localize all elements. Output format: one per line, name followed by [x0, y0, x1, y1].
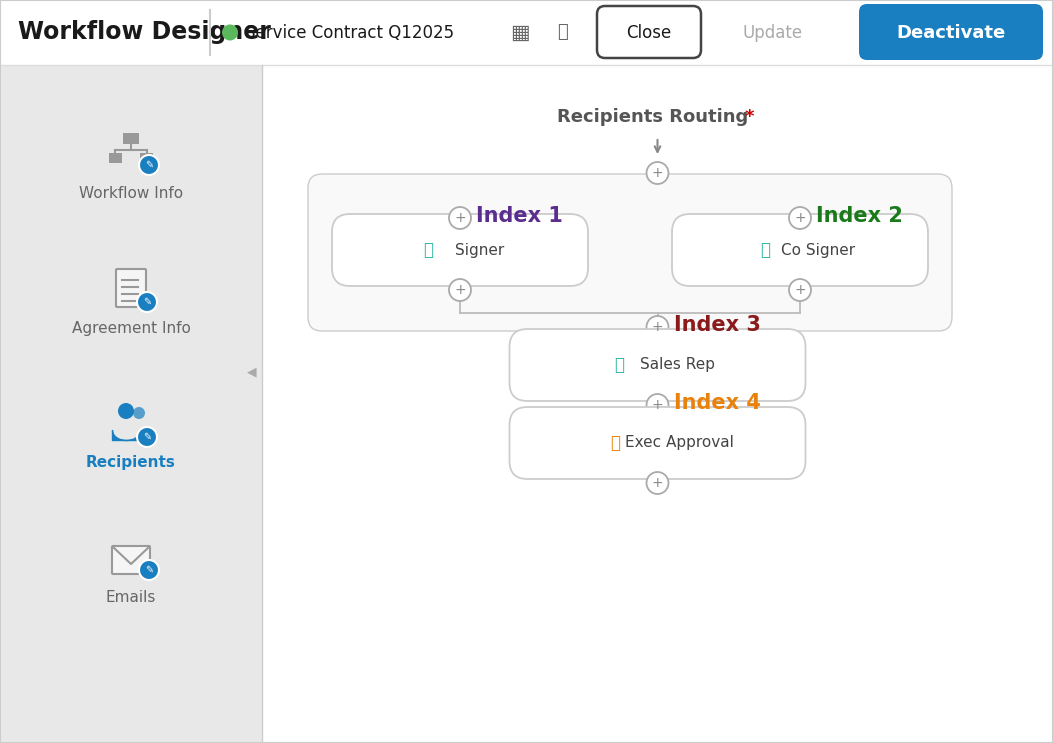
Text: ✎: ✎ — [145, 565, 153, 575]
Circle shape — [449, 279, 471, 301]
FancyBboxPatch shape — [116, 269, 146, 307]
Text: ✎: ✎ — [145, 160, 153, 170]
Text: +: + — [652, 320, 663, 334]
FancyBboxPatch shape — [262, 65, 1053, 743]
FancyBboxPatch shape — [672, 214, 928, 286]
Text: Co Signer: Co Signer — [781, 242, 855, 258]
FancyBboxPatch shape — [307, 174, 952, 331]
Circle shape — [789, 279, 811, 301]
Text: +: + — [794, 211, 806, 225]
Text: Emails: Emails — [105, 591, 156, 606]
FancyBboxPatch shape — [597, 6, 701, 58]
FancyBboxPatch shape — [510, 407, 806, 479]
Text: *: * — [744, 108, 754, 126]
Circle shape — [222, 25, 238, 41]
FancyBboxPatch shape — [0, 65, 262, 743]
Circle shape — [647, 162, 669, 184]
FancyBboxPatch shape — [510, 329, 806, 401]
Circle shape — [139, 155, 159, 175]
Text: Deactivate: Deactivate — [896, 24, 1006, 42]
Text: ✎: ✎ — [143, 432, 151, 442]
Text: ✎: ✎ — [143, 297, 151, 307]
FancyBboxPatch shape — [332, 214, 588, 286]
Text: Index 2: Index 2 — [816, 206, 902, 226]
Circle shape — [647, 394, 669, 416]
Circle shape — [133, 407, 145, 419]
Text: +: + — [454, 283, 465, 297]
Circle shape — [137, 292, 157, 312]
FancyBboxPatch shape — [110, 153, 122, 163]
Text: 🧑: 🧑 — [760, 241, 770, 259]
Text: 🧑: 🧑 — [423, 241, 433, 259]
Text: Recipients: Recipients — [86, 455, 176, 470]
Text: Sales Rep: Sales Rep — [640, 357, 715, 372]
Text: +: + — [652, 476, 663, 490]
Text: +: + — [652, 398, 663, 412]
Text: Signer: Signer — [455, 242, 504, 258]
Text: 🧑: 🧑 — [611, 434, 620, 452]
Text: Close: Close — [627, 24, 672, 42]
Text: 🗑: 🗑 — [558, 24, 569, 42]
Circle shape — [139, 560, 159, 580]
Text: Recipients Routing: Recipients Routing — [557, 108, 748, 126]
Circle shape — [789, 207, 811, 229]
Text: Service Contract Q12025: Service Contract Q12025 — [245, 24, 454, 42]
FancyBboxPatch shape — [140, 153, 153, 163]
Text: +: + — [454, 211, 465, 225]
Circle shape — [118, 403, 134, 419]
Text: ▦: ▦ — [510, 22, 530, 42]
FancyBboxPatch shape — [112, 546, 150, 574]
Text: ◀: ◀ — [247, 365, 257, 378]
Circle shape — [137, 427, 157, 447]
FancyBboxPatch shape — [123, 133, 139, 144]
Text: +: + — [794, 283, 806, 297]
Circle shape — [449, 207, 471, 229]
FancyBboxPatch shape — [0, 0, 1053, 65]
Text: Index 3: Index 3 — [674, 315, 760, 335]
Text: Exec Approval: Exec Approval — [625, 435, 734, 450]
Text: Index 1: Index 1 — [476, 206, 563, 226]
Text: Update: Update — [743, 24, 803, 42]
Text: +: + — [652, 166, 663, 180]
Text: 🧑: 🧑 — [615, 356, 624, 374]
Text: Workflow Info: Workflow Info — [79, 186, 183, 201]
Circle shape — [647, 472, 669, 494]
Text: Index 4: Index 4 — [674, 393, 760, 413]
Text: Workflow Designer: Workflow Designer — [18, 21, 271, 45]
FancyBboxPatch shape — [859, 4, 1044, 60]
Circle shape — [647, 316, 669, 338]
Text: Agreement Info: Agreement Info — [72, 320, 191, 336]
